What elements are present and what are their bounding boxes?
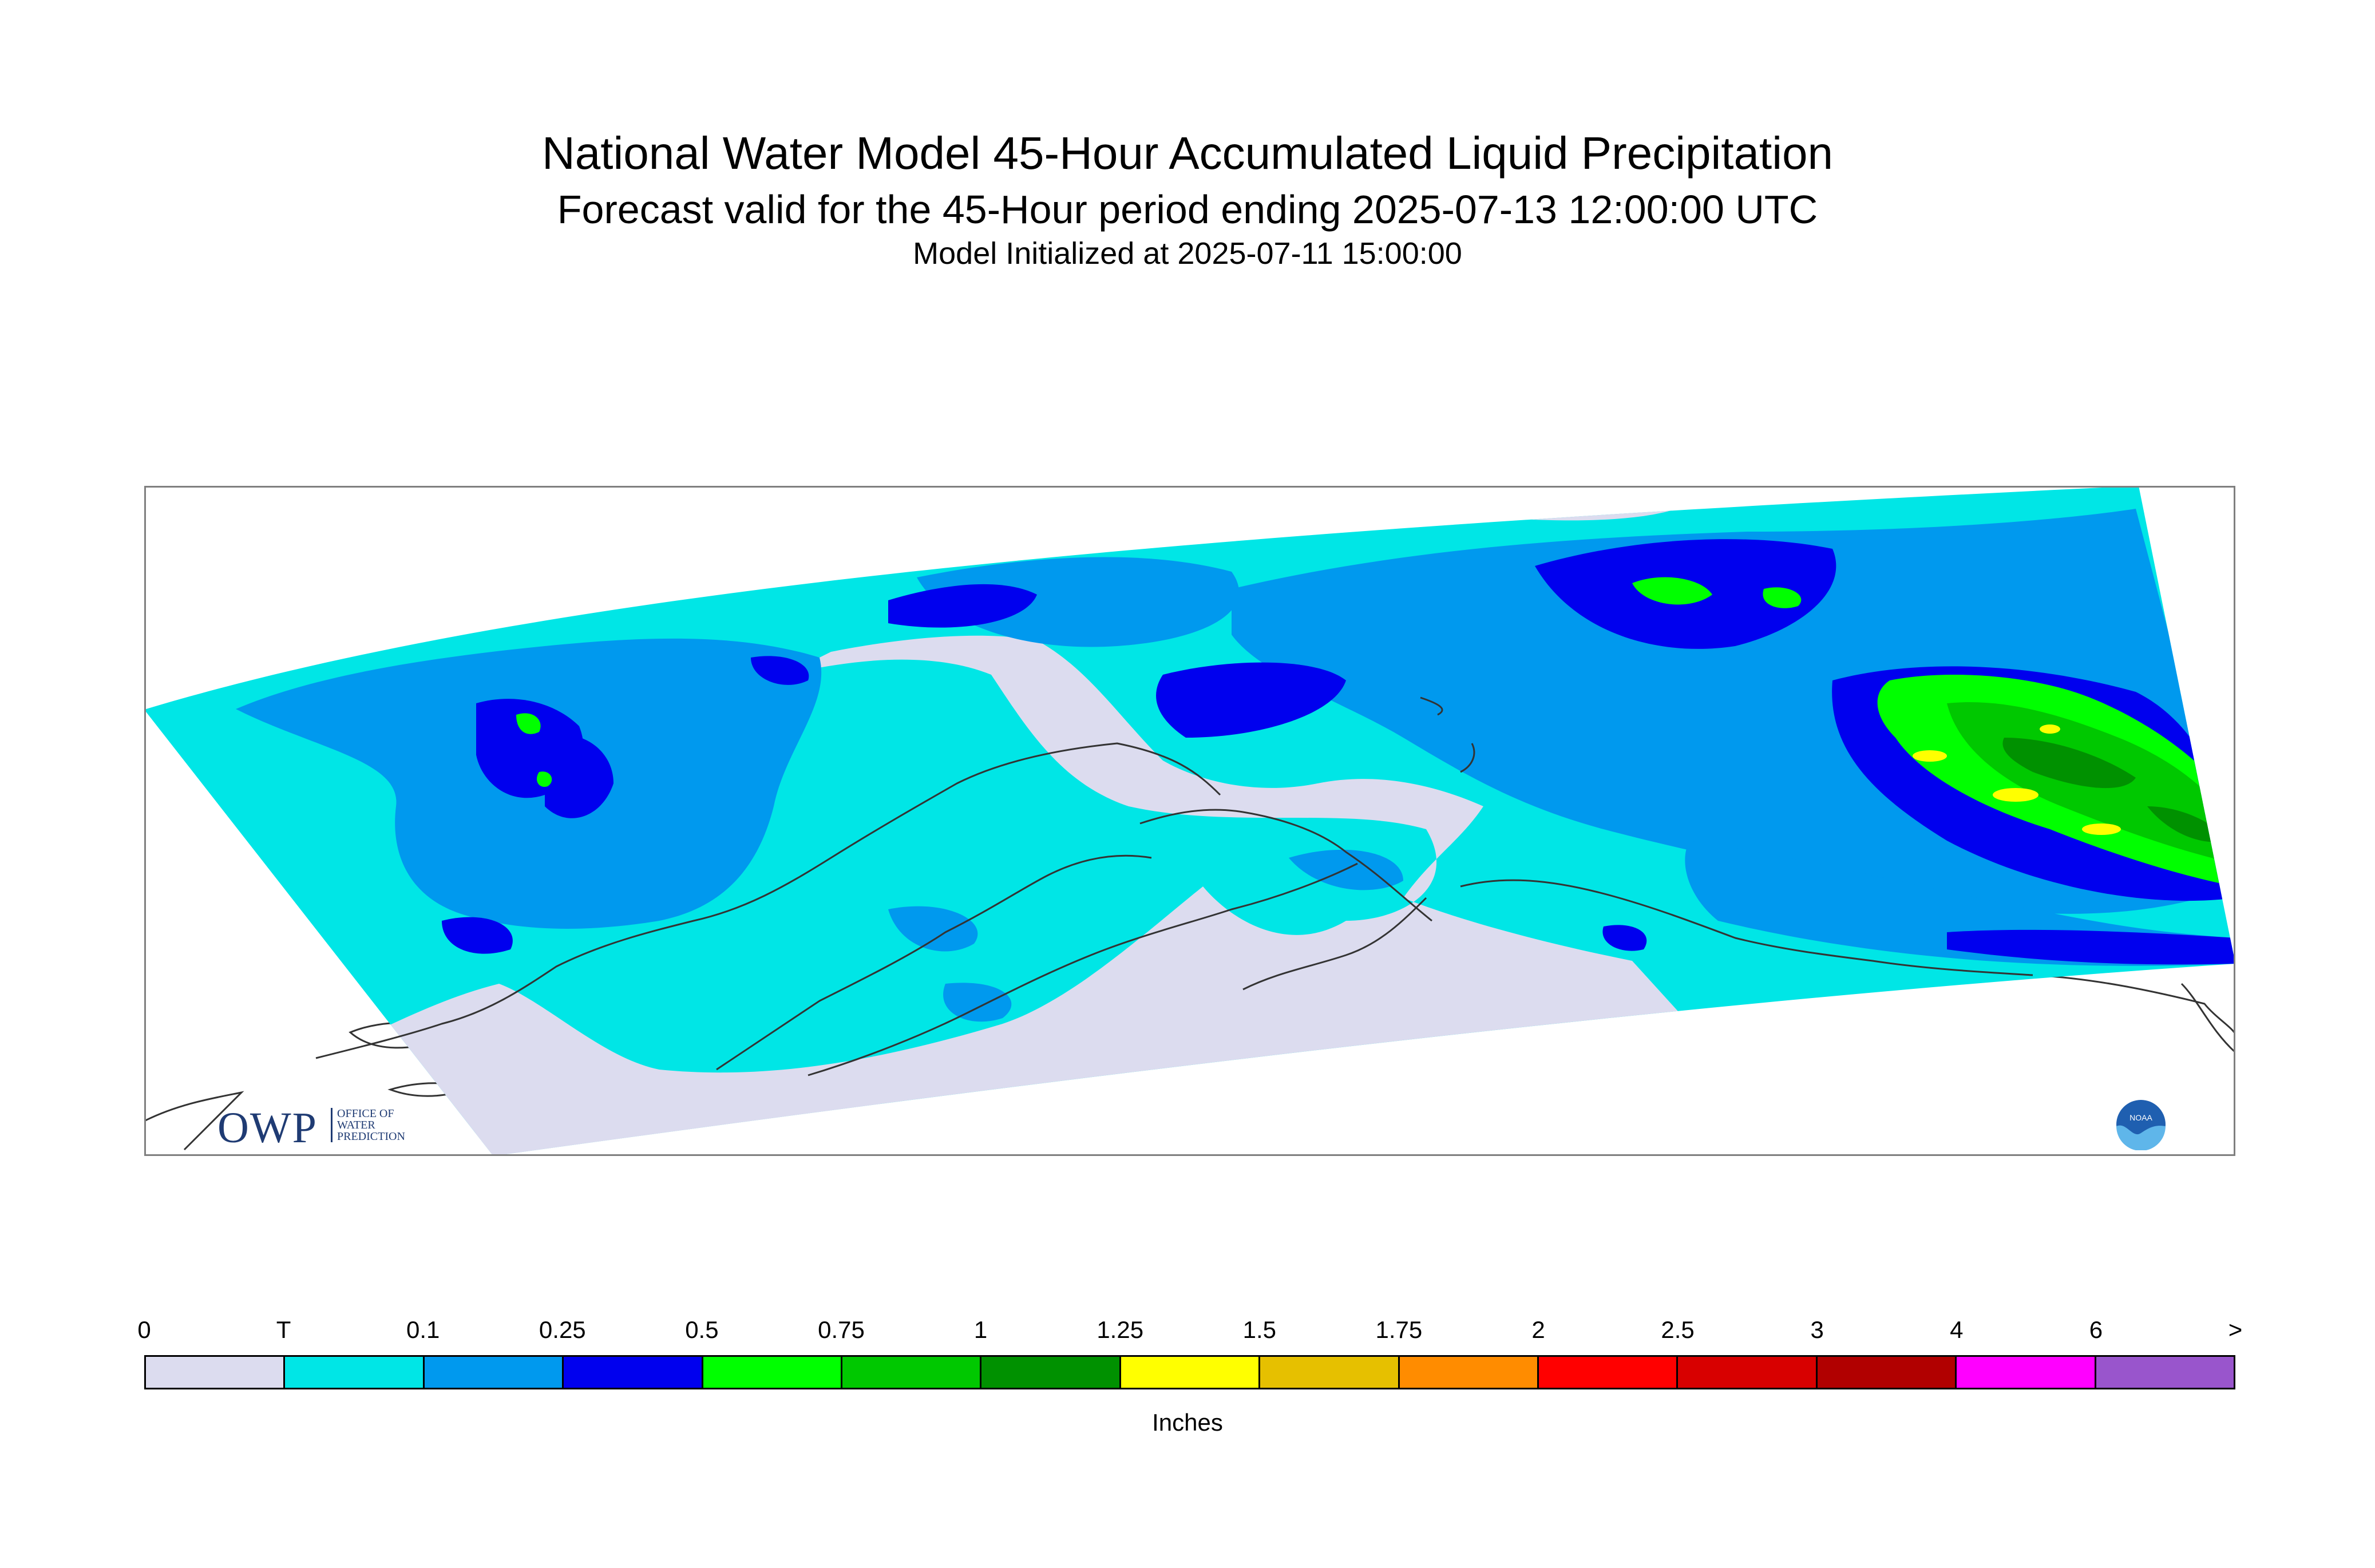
legend-swatch [1817, 1357, 1957, 1388]
legend-label: 0.75 [818, 1316, 865, 1343]
legend-swatch [424, 1357, 564, 1388]
precip-field [144, 486, 2235, 1156]
legend-label: > [2228, 1316, 2243, 1343]
legend-swatch [703, 1357, 843, 1388]
legend-label: 0 [137, 1316, 151, 1343]
legend-label: 1.75 [1375, 1316, 1423, 1343]
legend-swatch [1399, 1357, 1539, 1388]
legend-label: 6 [2089, 1316, 2103, 1343]
precipitation-map [144, 486, 2235, 1156]
legend-label: 1.5 [1242, 1316, 1276, 1343]
legend-swatch [1678, 1357, 1818, 1388]
noaa-logo-text: NOAA [2129, 1113, 2152, 1122]
dry-zone-west [316, 635, 1689, 1156]
legend-swatch [146, 1357, 286, 1388]
legend-label: 0.5 [685, 1316, 719, 1343]
legend-label: 4 [1950, 1316, 1964, 1343]
legend-swatch [1121, 1357, 1261, 1388]
owp-logo-line: WATER [337, 1119, 375, 1131]
model-init-time: Model Initialized at 2025-07-11 15:00:00 [913, 236, 1462, 271]
legend-swatch [981, 1357, 1121, 1388]
legend-swatch [1957, 1357, 2096, 1388]
owp-logo-text: OWP [217, 1104, 318, 1152]
coastline [315, 696, 2033, 1076]
owp-logo-line: PREDICTION [337, 1130, 405, 1143]
legend-label: 0.1 [406, 1316, 440, 1343]
legend-label: 1.25 [1097, 1316, 1144, 1343]
precip-1.25 [1913, 724, 2121, 835]
outside-coastline [144, 974, 2235, 1151]
noaa-logo-icon: NOAA [2116, 1100, 2166, 1150]
legend-label: 2 [1531, 1316, 1545, 1343]
legend-swatch [2096, 1357, 2234, 1388]
precip-1 [2002, 738, 2227, 842]
map-subtitle: Forecast valid for the 45-Hour period en… [557, 187, 1818, 232]
legend-label: 0.25 [539, 1316, 586, 1343]
legend-swatch [1260, 1357, 1400, 1388]
legend-label: T [276, 1316, 291, 1343]
legend-label: 3 [1810, 1316, 1824, 1343]
legend-swatch [842, 1357, 982, 1388]
map-border [144, 486, 2235, 1156]
legend-swatch [1539, 1357, 1679, 1388]
legend-label: 1 [973, 1316, 988, 1343]
color-legend: 0 T 0.1 0.25 0.5 0.75 1 1.25 1.5 1.75 2 2.5 3 4 6 > [137, 1316, 2242, 1391]
legend-label: 2.5 [1661, 1316, 1695, 1343]
legend-swatch [285, 1357, 425, 1388]
legend-swatch [564, 1357, 703, 1388]
map-title: National Water Model 45-Hour Accumulated… [542, 128, 1833, 179]
legend-swatches [144, 1355, 2235, 1389]
owp-logo-line: OFFICE OF [337, 1107, 394, 1120]
legend-unit-label: Inches [1152, 1409, 1223, 1436]
